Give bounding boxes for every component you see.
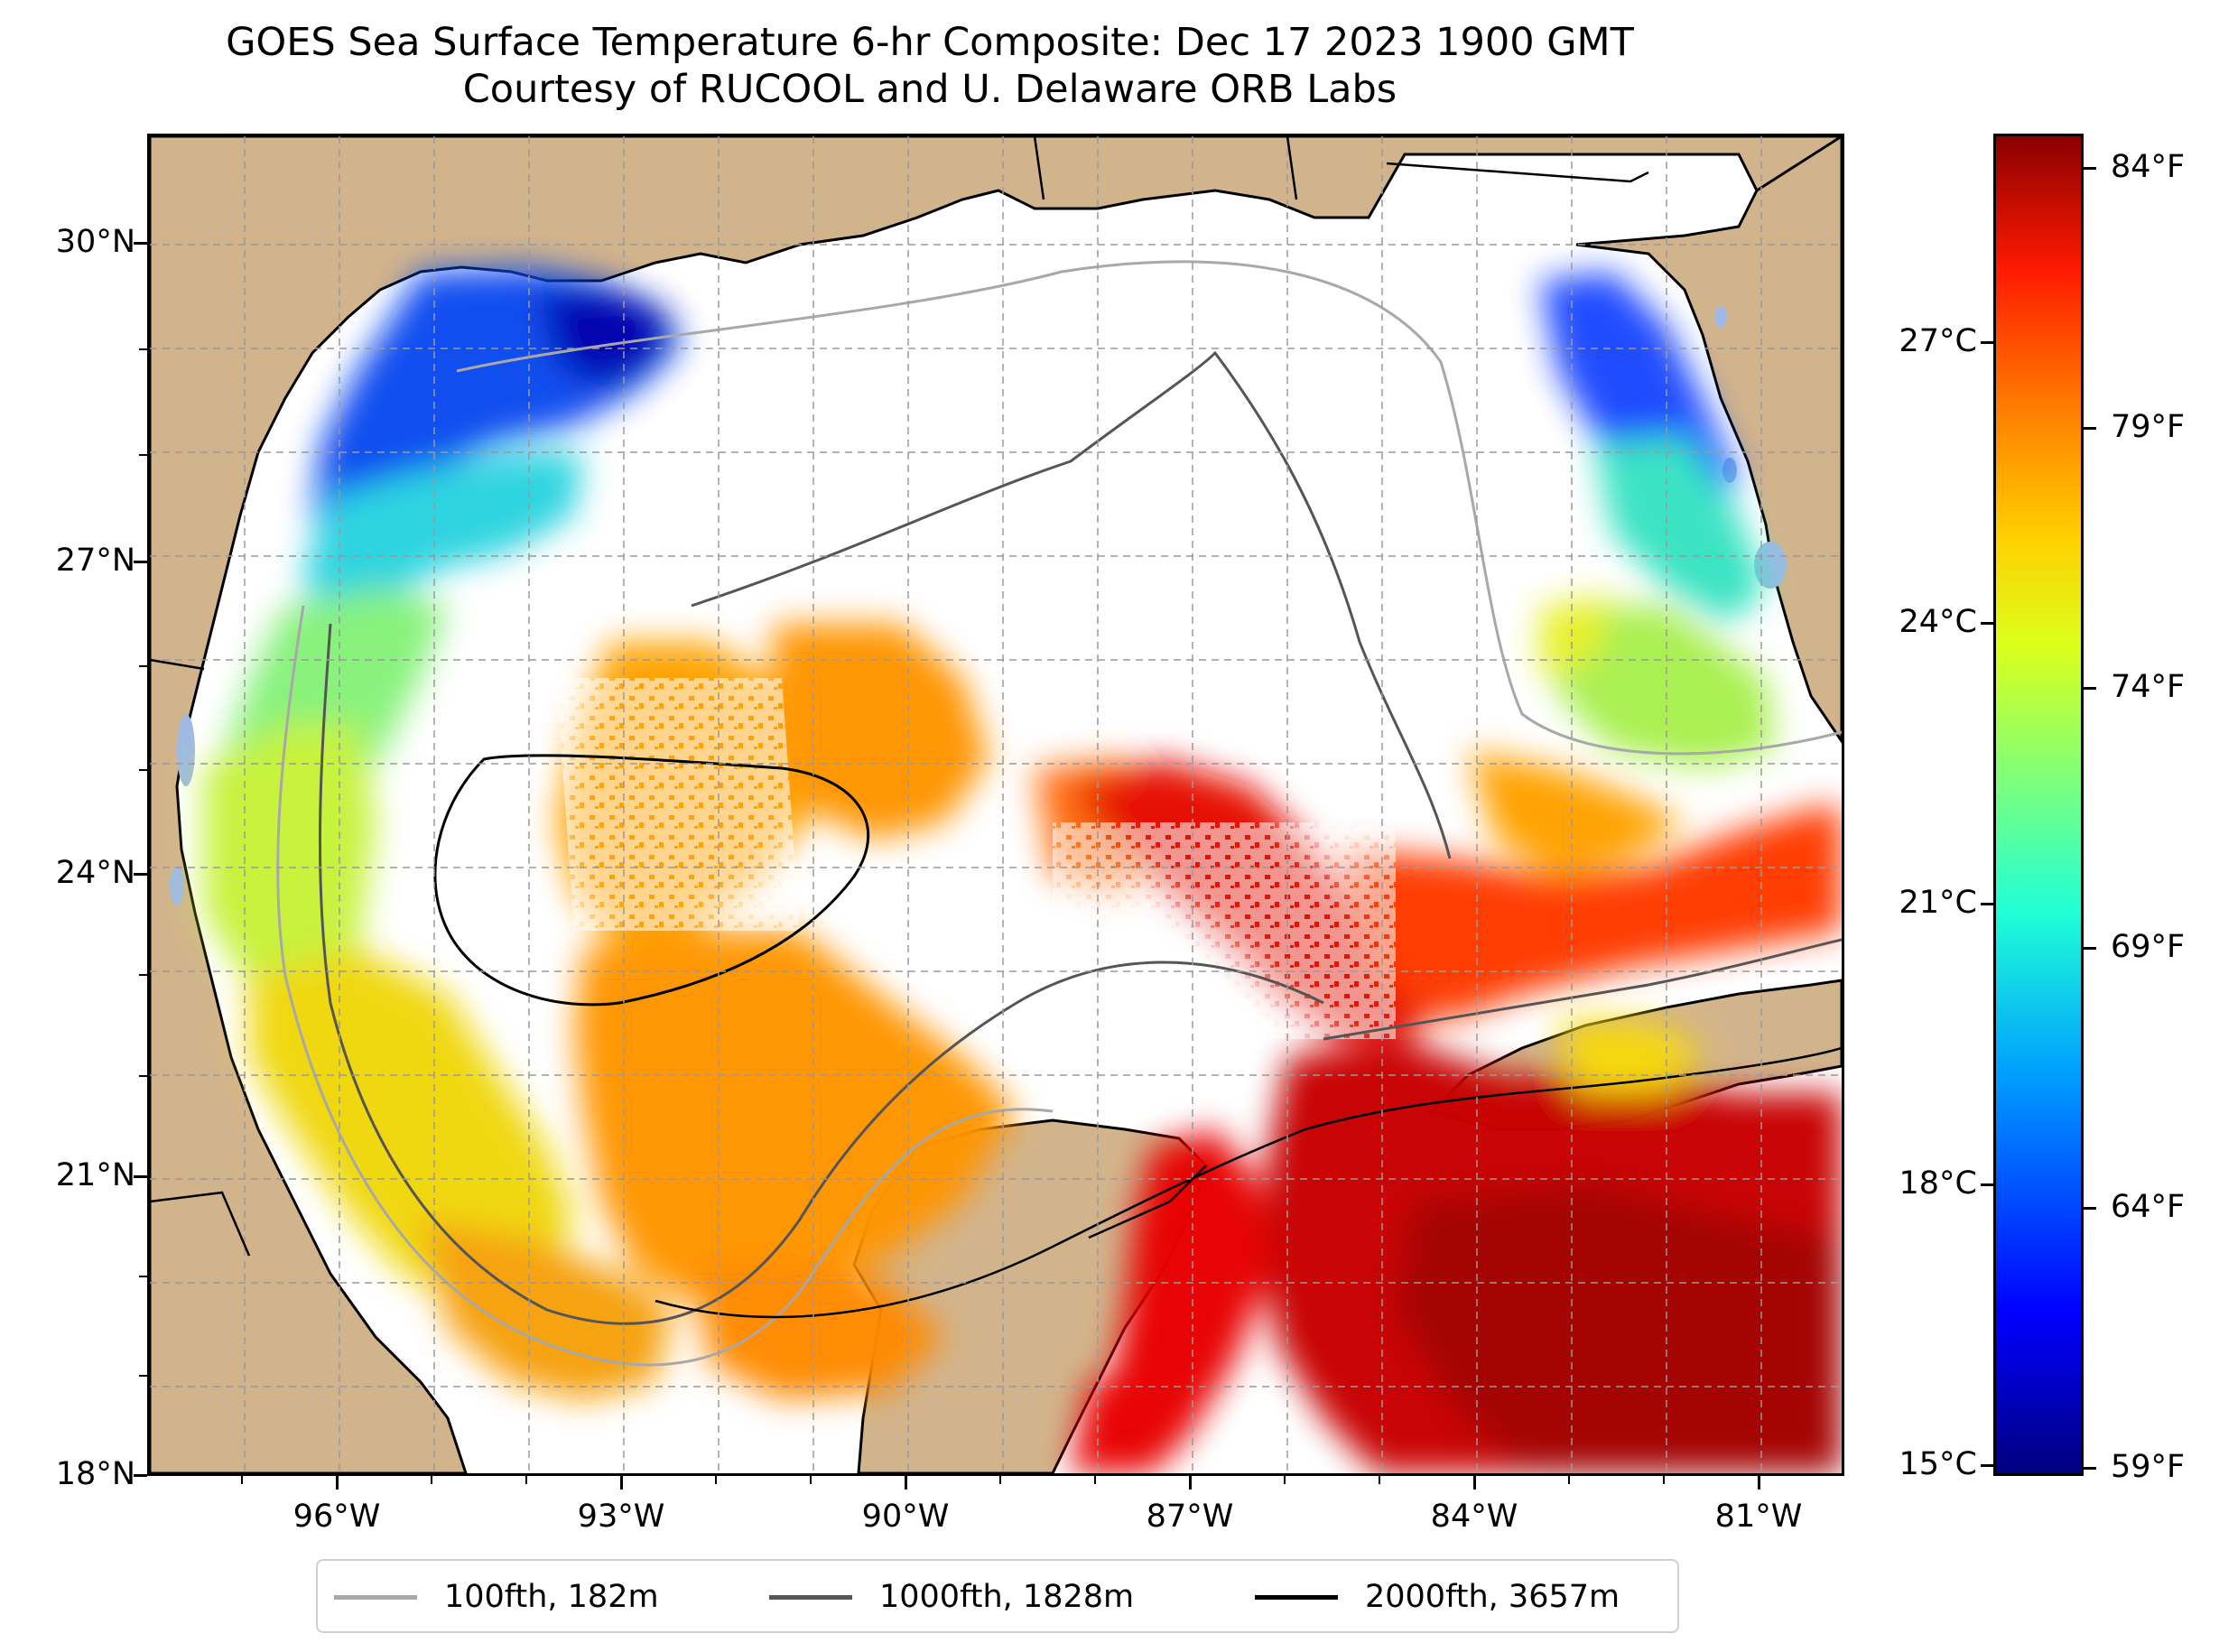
legend-label: 1000fth, 1828m xyxy=(879,1579,1135,1615)
lon-label-81W: 81°W xyxy=(1714,1499,1803,1535)
colorbar-f-tick xyxy=(2084,1207,2096,1210)
legend: 100fth, 182m 1000fth, 1828m 2000fth, 365… xyxy=(316,1559,1679,1633)
colorbar-label-21C: 21°C xyxy=(1899,885,1977,921)
chart-title: GOES Sea Surface Temperature 6-hr Compos… xyxy=(226,20,1634,65)
lat-tick xyxy=(134,1474,147,1477)
lon-tick xyxy=(1758,1476,1760,1490)
legend-swatch xyxy=(1255,1594,1338,1600)
colorbar-label-84F: 84°F xyxy=(2111,149,2186,185)
lon-label-87W: 87°W xyxy=(1146,1499,1234,1535)
lon-minor-tick xyxy=(810,1476,812,1484)
colorbar xyxy=(1993,134,2084,1476)
colorbar-c-tick xyxy=(1981,1183,1993,1186)
lon-label-84W: 84°W xyxy=(1430,1499,1518,1535)
sst-field xyxy=(204,267,1842,1473)
colorbar-label-27C: 27°C xyxy=(1899,323,1977,359)
lat-tick xyxy=(134,873,147,876)
colorbar-label-74F: 74°F xyxy=(2111,669,2186,705)
colorbar-label-24C: 24°C xyxy=(1899,604,1977,640)
colorbar-label-79F: 79°F xyxy=(2111,409,2186,445)
lon-minor-tick xyxy=(1568,1476,1570,1484)
graticule xyxy=(150,136,1842,1473)
lat-minor-tick xyxy=(139,769,147,771)
legend-swatch xyxy=(334,1594,417,1600)
lon-minor-tick xyxy=(1284,1476,1286,1484)
lat-minor-tick xyxy=(139,665,147,667)
lon-minor-tick xyxy=(525,1476,527,1484)
lon-tick xyxy=(1473,1476,1476,1490)
colorbar-f-tick xyxy=(2084,947,2096,950)
colorbar-f-tick xyxy=(2084,687,2096,690)
colorbar-f-tick xyxy=(2084,427,2096,430)
lon-minor-tick xyxy=(431,1476,432,1484)
lat-minor-tick xyxy=(139,1075,147,1077)
colorbar-label-18C: 18°C xyxy=(1899,1165,1977,1202)
lat-label-30N: 30°N xyxy=(55,224,135,260)
lat-minor-tick xyxy=(139,454,147,456)
colorbar-c-tick xyxy=(1981,903,1993,905)
lat-label-24N: 24°N xyxy=(55,855,135,891)
lat-tick xyxy=(134,1175,147,1178)
lat-minor-tick xyxy=(139,974,147,976)
lon-minor-tick xyxy=(241,1476,243,1484)
legend-label: 2000fth, 3657m xyxy=(1365,1579,1620,1615)
colorbar-c-tick xyxy=(1981,341,1993,344)
lon-label-90W: 90°W xyxy=(861,1499,950,1535)
lat-minor-tick xyxy=(139,1375,147,1377)
lon-label-96W: 96°W xyxy=(292,1499,381,1535)
legend-swatch xyxy=(769,1594,852,1600)
lon-label-93W: 93°W xyxy=(577,1499,665,1535)
lon-minor-tick xyxy=(1663,1476,1665,1484)
chart-subtitle: Courtesy of RUCOOL and U. Delaware ORB L… xyxy=(462,67,1397,112)
colorbar-label-59F: 59°F xyxy=(2111,1449,2186,1485)
lat-minor-tick xyxy=(139,348,147,350)
lat-tick xyxy=(134,561,147,563)
colorbar-c-tick xyxy=(1981,622,1993,625)
colorbar-label-15C: 15°C xyxy=(1899,1446,1977,1482)
lon-tick xyxy=(336,1476,339,1490)
lat-label-21N: 21°N xyxy=(55,1157,135,1193)
legend-label: 100fth, 182m xyxy=(444,1579,659,1615)
colorbar-f-tick xyxy=(2084,167,2096,170)
lon-tick xyxy=(1189,1476,1192,1490)
lat-minor-tick xyxy=(139,1276,147,1277)
legend-item-2000fth: 2000fth, 3657m xyxy=(1255,1561,1620,1633)
bathymetry-contours xyxy=(276,260,1842,1367)
legend-item-1000fth: 1000fth, 1828m xyxy=(769,1561,1134,1633)
colorbar-f-tick xyxy=(2084,1467,2096,1470)
lat-label-27N: 27°N xyxy=(55,543,135,579)
lat-label-18N: 18°N xyxy=(55,1456,135,1492)
lon-minor-tick xyxy=(715,1476,717,1484)
lon-minor-tick xyxy=(1094,1476,1096,1484)
lon-tick xyxy=(905,1476,907,1490)
colorbar-label-64F: 64°F xyxy=(2111,1189,2186,1225)
borders xyxy=(150,136,1649,1257)
lon-tick xyxy=(620,1476,623,1490)
lat-tick xyxy=(134,242,147,245)
lon-minor-tick xyxy=(1379,1476,1380,1484)
lon-minor-tick xyxy=(999,1476,1001,1484)
colorbar-c-tick xyxy=(1981,1464,1993,1467)
sst-map xyxy=(147,134,1844,1476)
colorbar-label-69F: 69°F xyxy=(2111,929,2186,965)
legend-item-100fth: 100fth, 182m xyxy=(334,1561,659,1633)
